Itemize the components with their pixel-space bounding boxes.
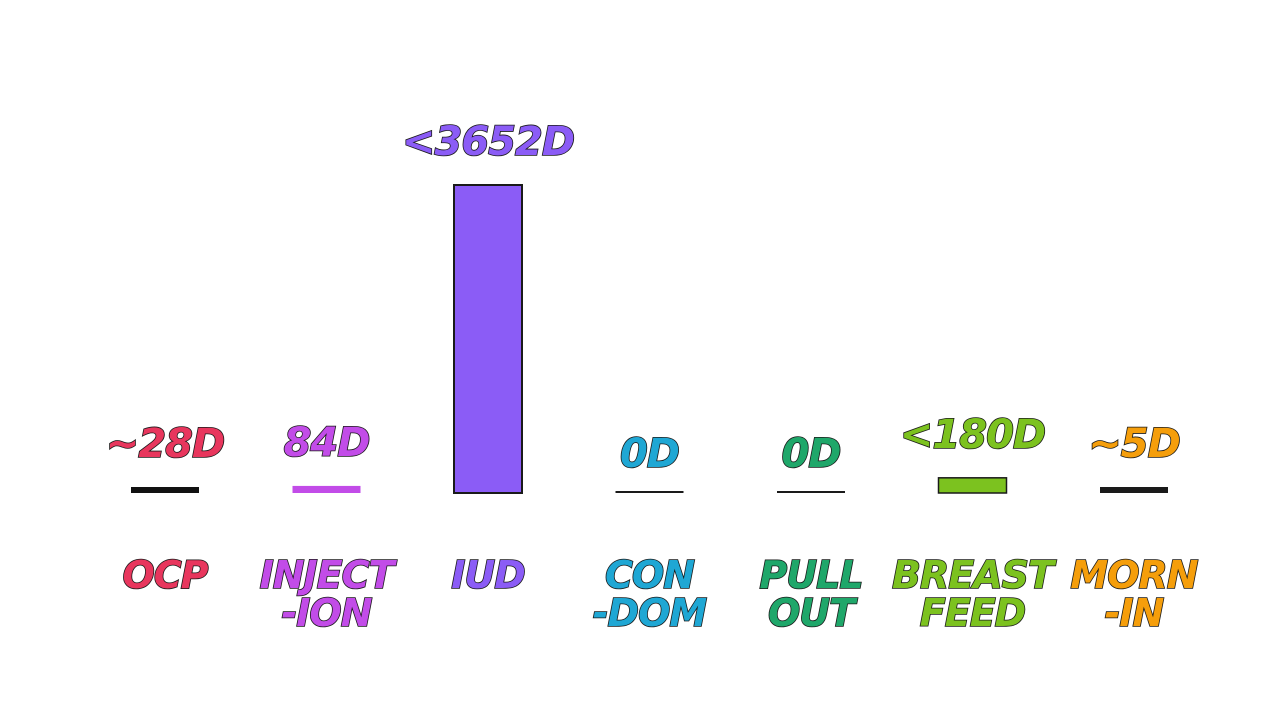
value-label: <180D [900,412,1045,458]
value-label: 84D [284,420,370,466]
category-label: -IN [1105,591,1164,635]
category-label: FEED [920,591,1025,635]
category-label: PULL [759,553,862,597]
value-label: 0D [620,431,679,477]
value-label: ~5D [1088,421,1180,467]
category-label: CON [605,553,694,597]
value-label: <3652D [402,119,574,165]
category-label: MORN [1070,553,1197,597]
value-label: ~28D [106,421,224,467]
bar-pullout [777,491,845,493]
category-label: INJECT [260,553,398,597]
category-label: OUT [768,591,858,635]
bar-mornin [1100,487,1168,493]
category-label: -ION [281,591,371,635]
category-label: OCP [122,553,208,597]
bar-iud [453,184,523,494]
category-label: -DOM [593,591,708,635]
bar-breastfeed [937,477,1008,494]
category-label: BREAST [892,553,1057,597]
bar-injection [292,485,361,493]
bar-condom [615,491,684,493]
category-label: IUD [451,553,525,597]
bar-ocp [131,487,199,493]
value-label: 0D [781,431,840,477]
